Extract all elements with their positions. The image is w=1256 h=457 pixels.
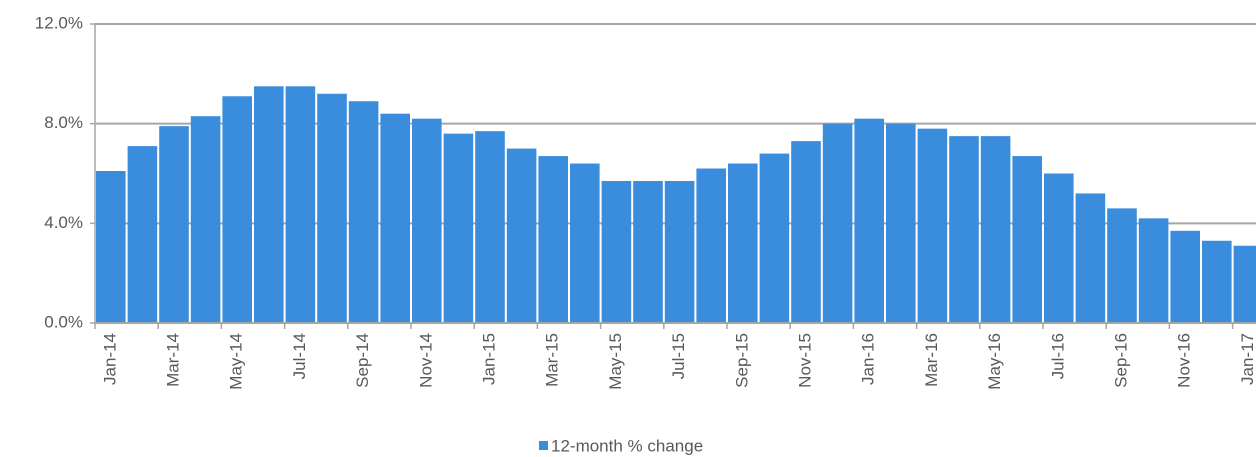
bar [348,101,379,323]
bar [917,128,948,323]
bar [949,136,979,323]
x-tick-label: Sep-15 [732,333,751,388]
x-tick-label: Jan-17 [1238,333,1256,385]
x-tick-label: Nov-15 [795,333,814,388]
bar [1170,230,1200,323]
bar [96,171,126,323]
bar [664,180,695,323]
bar [475,131,505,323]
bar [285,86,316,324]
x-tick-label: Nov-14 [416,333,435,388]
x-tick-label: Jan-14 [100,333,119,385]
bar [886,123,916,324]
bar [822,123,853,324]
x-tick-label: Mar-16 [922,333,941,387]
bar [190,116,221,323]
x-tick-label: May-14 [227,333,246,390]
x-tick-label: Sep-14 [353,333,372,388]
bar [1044,173,1074,323]
bar [759,153,790,323]
bar [633,180,663,323]
x-tick-label: May-16 [985,333,1004,390]
bar [443,133,474,323]
bar [538,156,568,323]
bar [127,146,158,323]
y-tick-label: 0.0% [44,312,83,331]
y-tick-label: 4.0% [44,213,83,232]
bar [380,113,410,323]
x-tick-label: Jul-16 [1048,333,1067,379]
x-tick-label: Mar-14 [163,333,182,387]
x-tick-label: Jul-14 [290,333,309,379]
x-tick-label: May-15 [606,333,625,390]
bar [159,126,189,324]
bar [1233,245,1256,323]
bar [1012,156,1042,323]
bar [980,136,1011,323]
bar [854,118,884,323]
x-tick-label: Nov-16 [1175,333,1194,388]
bar [601,180,632,323]
bar [1202,240,1232,323]
x-tick-label: Mar-15 [543,333,562,387]
legend-swatch [539,441,548,450]
x-tick-label: Sep-16 [1111,333,1130,388]
bar [1107,208,1137,323]
bar [254,86,284,324]
bar [570,163,600,323]
x-tick-label: Jan-15 [479,333,498,385]
bar [696,168,726,323]
bar [728,163,758,323]
bar [791,141,821,323]
bar [222,96,252,323]
bar [1138,218,1169,323]
y-tick-label: 12.0% [35,13,83,32]
legend-label: 12-month % change [551,436,703,455]
x-tick-label: Jan-16 [859,333,878,385]
bar [412,118,442,323]
bar [1075,193,1106,323]
y-tick-label: 8.0% [44,113,83,132]
bar [317,93,347,324]
x-tick-label: Jul-15 [669,333,688,379]
bar [506,148,537,323]
